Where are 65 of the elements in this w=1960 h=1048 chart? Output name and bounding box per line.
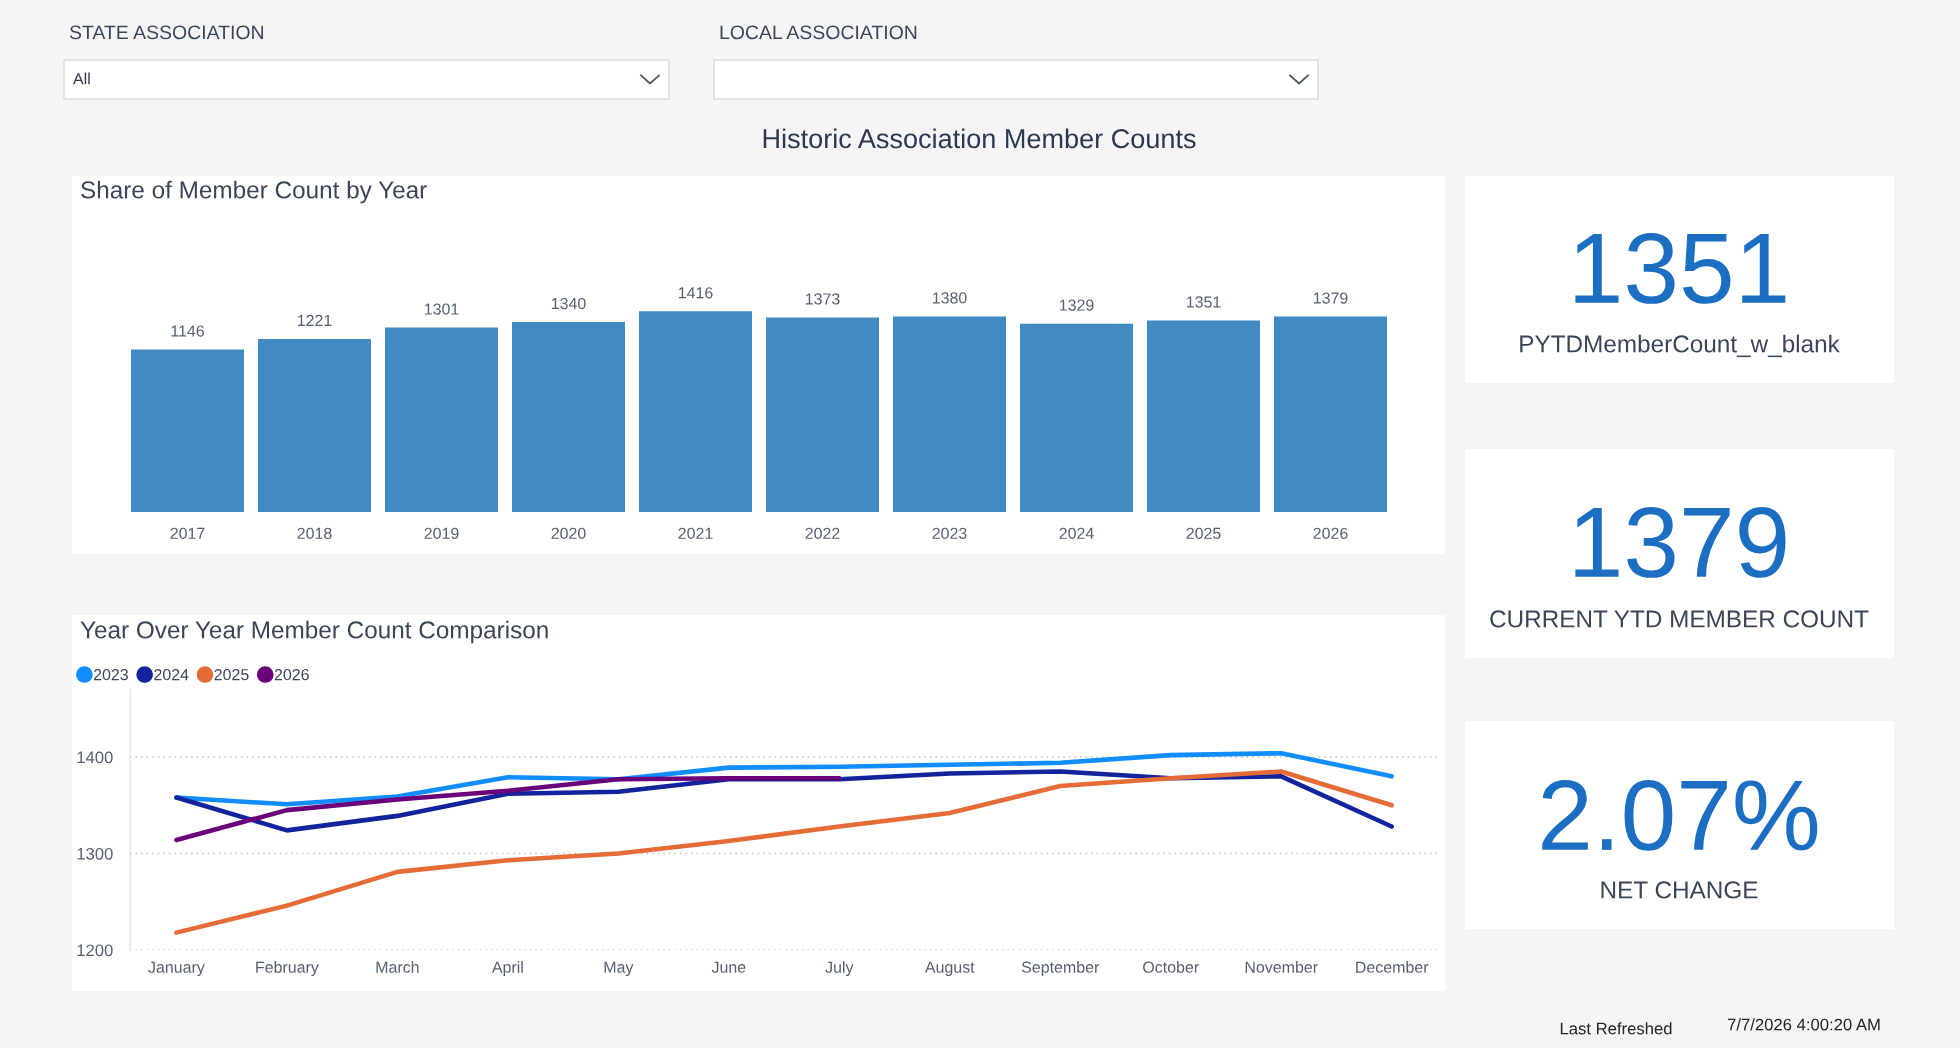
data-label: 1340 xyxy=(551,297,586,310)
x-tick-label: April xyxy=(491,961,523,976)
data-label: 1380 xyxy=(932,292,967,304)
x-tick-label: 2020 xyxy=(551,527,586,540)
x-tick-label: January xyxy=(148,961,205,976)
chart-title: Year Over Year Member Count Comparison xyxy=(80,620,548,644)
text: All xyxy=(73,72,90,85)
x-tick-label: 2022 xyxy=(805,527,840,540)
x-tick-label: August xyxy=(924,961,975,976)
text: 7/7/2026 4:00:20 AM xyxy=(1727,1018,1880,1031)
text: LOCAL ASSOCIATION xyxy=(720,25,917,40)
x-tick-label: November xyxy=(1245,961,1318,973)
x-tick-label: December xyxy=(1356,961,1429,973)
y-tick-label: 1200 xyxy=(77,944,113,957)
bar xyxy=(1019,323,1134,512)
x-tick-label: June xyxy=(711,961,746,973)
x-tick-label: February xyxy=(256,961,319,976)
bar xyxy=(130,349,245,512)
x-tick-label: September xyxy=(1021,961,1100,976)
x-tick-label: July xyxy=(825,961,854,976)
x-tick-label: 2026 xyxy=(1313,527,1348,540)
text: Historic Association Member Counts xyxy=(763,128,1196,149)
text: 1351 xyxy=(1575,233,1786,304)
line-series xyxy=(174,775,842,843)
x-tick-label: 2021 xyxy=(678,527,713,540)
data-label: 1146 xyxy=(171,325,204,337)
text: 2.07% xyxy=(1542,780,1818,851)
x-tick-label: 2025 xyxy=(1186,527,1221,540)
y-tick-label: 1300 xyxy=(77,847,113,860)
legend-label: 2024 xyxy=(154,668,189,681)
y-tick-label: 1400 xyxy=(77,751,113,764)
data-label: 1329 xyxy=(1059,299,1094,311)
data-label: 1301 xyxy=(424,303,459,315)
chart-title: Share of Member Count by Year xyxy=(81,180,427,204)
text: NET CHANGE xyxy=(1601,881,1758,899)
text: Last Refreshed xyxy=(1560,1022,1672,1035)
bar xyxy=(1273,316,1388,512)
x-tick-label: 2017 xyxy=(170,527,205,540)
bar xyxy=(765,317,880,512)
line-series xyxy=(174,769,1394,935)
legend-label: 2023 xyxy=(93,668,128,681)
data-label: 1351 xyxy=(1186,296,1221,308)
bar xyxy=(638,311,753,512)
bar xyxy=(384,327,499,512)
bar xyxy=(1146,320,1261,512)
text: PYTDMemberCount_w_blank xyxy=(1520,334,1840,358)
data-label: 1416 xyxy=(678,287,713,299)
x-tick-label: 2024 xyxy=(1059,527,1094,540)
data-label: 1221 xyxy=(297,314,332,326)
x-tick-label: March xyxy=(376,961,419,973)
text: 1379 xyxy=(1575,507,1786,578)
x-tick-label: 2018 xyxy=(297,527,332,540)
bar xyxy=(511,322,626,512)
data-label: 1373 xyxy=(805,293,840,305)
x-tick-label: May xyxy=(604,961,634,976)
x-tick-label: 2023 xyxy=(932,527,967,540)
bar xyxy=(257,338,372,512)
legend-label: 2026 xyxy=(274,668,309,681)
text: STATE ASSOCIATION xyxy=(69,25,263,40)
data-label: 1379 xyxy=(1313,292,1348,304)
bar xyxy=(892,316,1007,512)
x-tick-label: October xyxy=(1143,961,1199,973)
legend-label: 2025 xyxy=(214,668,249,681)
x-tick-label: 2019 xyxy=(424,527,459,540)
text: CURRENT YTD MEMBER COUNT xyxy=(1490,610,1869,628)
